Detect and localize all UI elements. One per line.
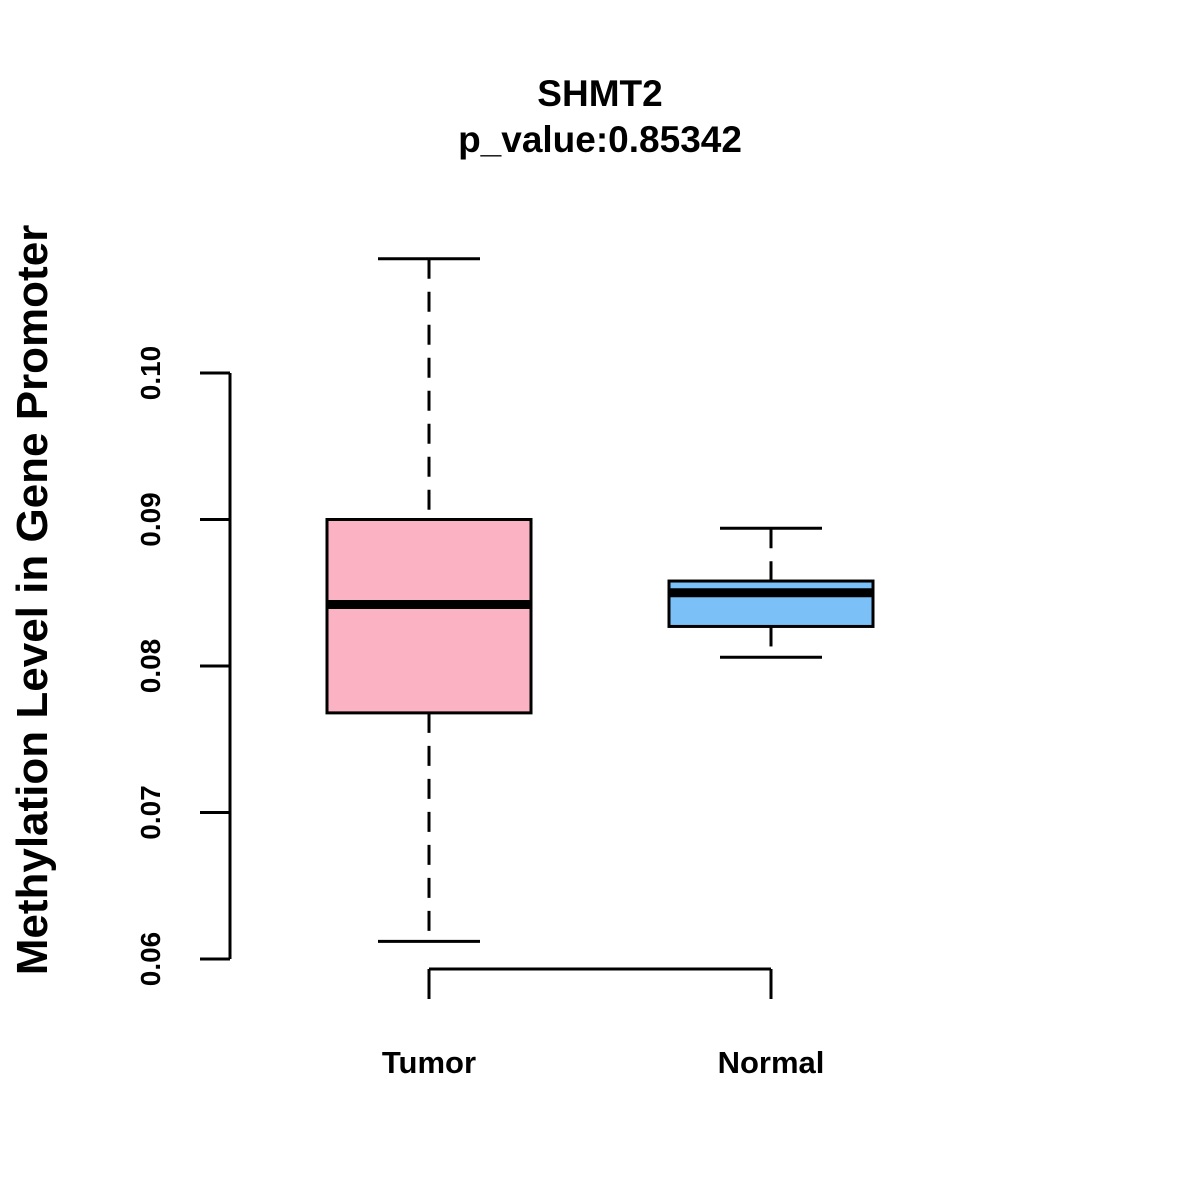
box-normal: [667, 526, 875, 659]
y-tick-label: 0.10: [135, 346, 166, 401]
chart-subtitle: p_value:0.85342: [458, 119, 742, 160]
chart-title: SHMT2: [537, 73, 662, 114]
boxes-group: [325, 257, 875, 943]
y-tick-label: 0.07: [135, 785, 166, 840]
y-axis-label: Methylation Level in Gene Promoter: [8, 225, 57, 976]
box-tumor: [325, 257, 533, 943]
y-axis: 0.06 0.07 0.08 0.09 0.10: [135, 346, 232, 987]
iqr-box-tumor: [325, 518, 533, 715]
category-label-tumor: Tumor: [382, 1045, 476, 1080]
category-label-normal: Normal: [718, 1045, 825, 1080]
y-tick-label: 0.09: [135, 492, 166, 547]
x-axis: [427, 967, 773, 999]
y-tick-label: 0.08: [135, 639, 166, 694]
iqr-box-normal: [667, 579, 875, 628]
y-tick-label: 0.06: [135, 932, 166, 987]
category-labels: Tumor Normal: [382, 1045, 824, 1080]
